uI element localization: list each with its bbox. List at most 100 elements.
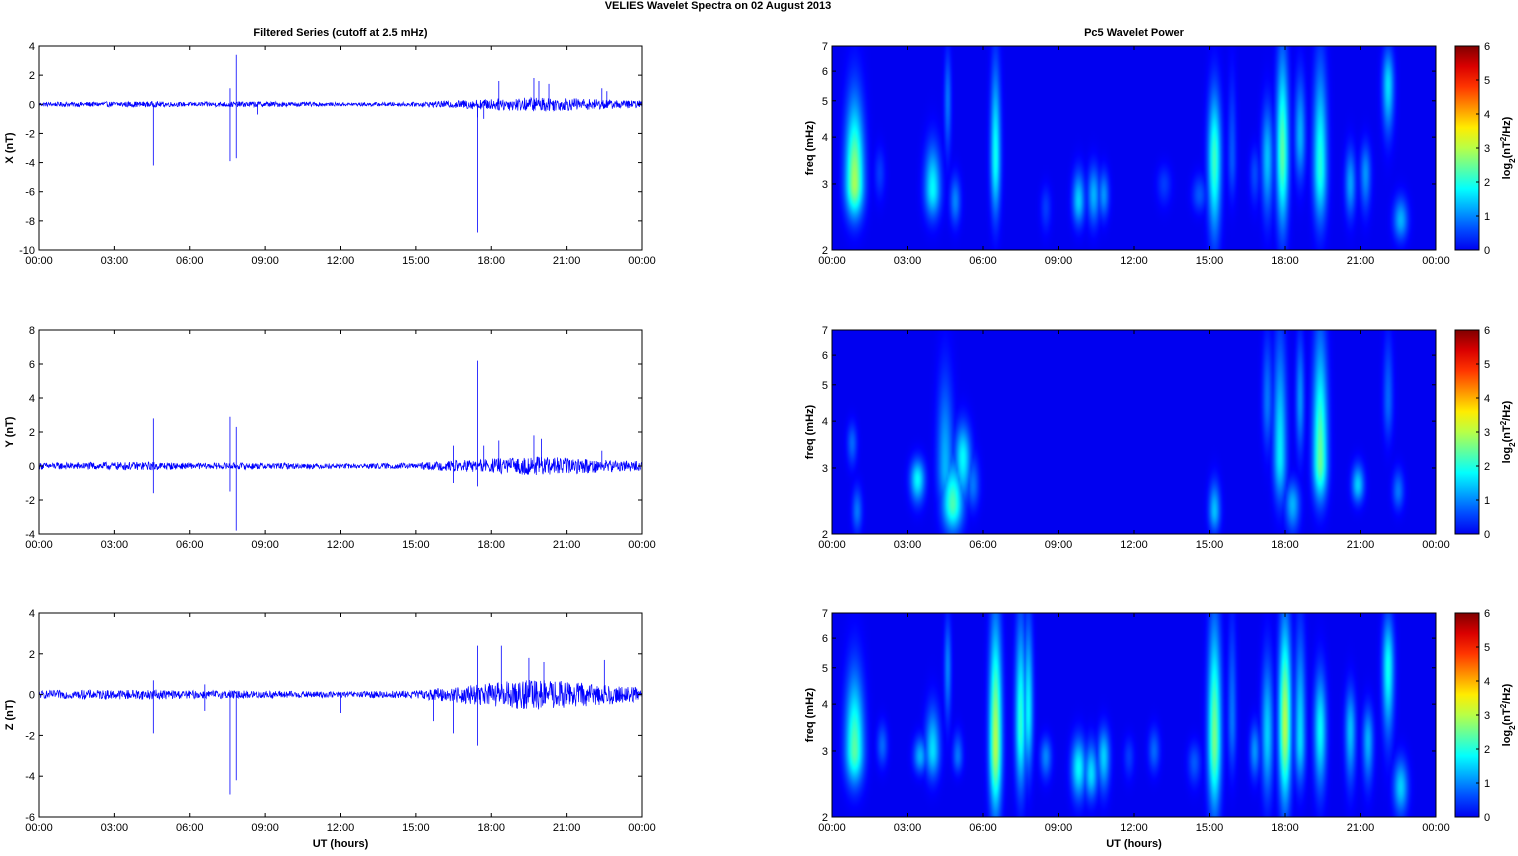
wavelet-x-xtick-label: 15:00 [1196, 255, 1224, 267]
filtered-x-xtick-label: 03:00 [101, 255, 129, 267]
wavelet-x-ytick-label: 5 [822, 96, 828, 108]
wavelet-y-colorbar-label: log2(nT2/Hz) [1499, 400, 1517, 463]
wavelet-z-heatmap-image [832, 613, 1436, 817]
wavelet-z-colorbar-tick-label: 1 [1484, 778, 1490, 790]
filtered-x-xtick-label: 00:00 [25, 255, 53, 267]
filtered-y-ytick-label: 6 [29, 359, 35, 371]
filtered-x-ytick-label: -4 [25, 158, 35, 170]
filtered-y-xtick-label: 00:00 [25, 539, 53, 551]
wavelet-x-xtick-label: 18:00 [1271, 255, 1299, 267]
filtered-x-ytick-label: 0 [29, 99, 35, 111]
wavelet-x-xtick-label: 12:00 [1120, 255, 1148, 267]
wavelet-z-xtick-label: 12:00 [1120, 822, 1148, 834]
wavelet-z-colorbar-tick-label: 3 [1484, 710, 1490, 722]
wavelet-z-xtick-label: 21:00 [1347, 822, 1375, 834]
filtered-y-ytick-label: 2 [29, 427, 35, 439]
wavelet-x-colorbar-tick-label: 3 [1484, 143, 1490, 155]
wavelet-x-colorbar-tick-label: 5 [1484, 75, 1490, 87]
wavelet-z-colorbar-tick-label: 0 [1484, 812, 1490, 824]
filtered-y-ytick-label: 8 [29, 325, 35, 337]
filtered-x-xtick-label: 09:00 [251, 255, 279, 267]
wavelet-y-xtick-label: 15:00 [1196, 539, 1224, 551]
wavelet-z-xtick-label: 00:00 [1422, 822, 1450, 834]
wavelet-z-colorbar: 6543210log2(nT2/Hz) [1455, 608, 1517, 824]
wavelet-z-colorbar-tick-label: 5 [1484, 642, 1490, 654]
wavelet-z-ytick-label: 7 [822, 608, 828, 620]
wavelet-z-ytick-label: 5 [822, 663, 828, 675]
wavelet-y-colorbar-tick-label: 4 [1484, 393, 1490, 405]
filtered-y-xtick-label: 12:00 [327, 539, 355, 551]
wavelet-z-colorbar-label: log2(nT2/Hz) [1499, 683, 1517, 746]
wavelet-z-xtick-label: 15:00 [1196, 822, 1224, 834]
filtered-x-xtick-label: 00:00 [628, 255, 656, 267]
wavelet-x-xtick-label: 21:00 [1347, 255, 1375, 267]
wavelet-z-xtick-label: 06:00 [969, 822, 997, 834]
wavelet-z-colorbar-tick-label: 4 [1484, 676, 1490, 688]
wavelet-y-heatmap-image [832, 330, 1436, 534]
wavelet-y-ytick-label: 7 [822, 325, 828, 337]
filtered-x-ylabel: X (nT) [4, 132, 16, 163]
filtered-x-xtick-label: 12:00 [327, 255, 355, 267]
wavelet-y-colorbar: 6 5 4 3 2 1 0 log2(nT2/Hz) [1455, 325, 1517, 541]
filtered-y-panel: 8 6 4 2 0 -2 -4 Y (nT) [4, 325, 642, 541]
wavelet-x-xtick-label: 00:00 [1422, 255, 1450, 267]
filtered-z-xtick-label: 18:00 [477, 822, 505, 834]
wavelet-x-colorbar-tick-label: 2 [1484, 177, 1490, 189]
wavelet-x-heatmap-image [832, 46, 1436, 250]
wavelet-x-ytick-label: 7 [822, 41, 828, 53]
filtered-y-xtick-label: 21:00 [553, 539, 581, 551]
wavelet-x-ytick-label: 3 [822, 179, 828, 191]
wavelet-y-colorbar-tick-label: 0 [1484, 529, 1490, 541]
wavelet-x-ylabel: freq (mHz) [804, 120, 816, 175]
wavelet-y-ytick-label: 3 [822, 463, 828, 475]
filtered-x-ytick-label: -6 [25, 187, 35, 199]
wavelet-y-panel: 7 6 5 4 3 2 freq (mHz) 6 5 4 3 2 1 0 log2(nT2/Hz) [804, 325, 1517, 541]
filtered-x-ytick-label: 4 [29, 41, 35, 53]
filtered-y-ytick-label: 4 [29, 393, 35, 405]
wavelet-z-xtick-label: 18:00 [1271, 822, 1299, 834]
filtered-y-xtick-label: 09:00 [251, 539, 279, 551]
wavelet-x-colorbar-tick-label: 4 [1484, 109, 1490, 121]
wavelet-x-title: Pc5 Wavelet Power [1084, 27, 1185, 39]
wavelet-y-colorbar-bar [1455, 330, 1479, 534]
wavelet-x-xtick-label: 06:00 [969, 255, 997, 267]
filtered-x-title: Filtered Series (cutoff at 2.5 mHz) [253, 27, 428, 39]
wavelet-y-colorbar-tick-label: 3 [1484, 427, 1490, 439]
wavelet-z-ytick-label: 6 [822, 633, 828, 645]
filtered-y-ytick-label: -2 [25, 495, 35, 507]
wavelet-y-colorbar-tick-label: 1 [1484, 495, 1490, 507]
wavelet-y-xtick-label: 09:00 [1045, 539, 1073, 551]
wavelet-x-ytick-label: 6 [822, 66, 828, 78]
wavelet-x-xtick-label: 00:00 [818, 255, 846, 267]
filtered-z-panel: 420-2-4-6Z (nT)UT (hours) [4, 608, 642, 850]
wavelet-z-panel: 7 6 5 4 3 2 freq (mHz) UT (hours) 6 5 4 3 2 1 0 log2(nT… [804, 608, 1517, 850]
wavelet-y-ytick-label: 6 [822, 350, 828, 362]
filtered-z-xtick-label: 03:00 [101, 822, 129, 834]
filtered-z-xtick-label: 12:00 [327, 822, 355, 834]
wavelet-x-colorbar-tick-label: 1 [1484, 211, 1490, 223]
wavelet-y-colorbar-tick-label: 6 [1484, 325, 1490, 337]
filtered-z-plot-area [39, 613, 642, 817]
filtered-y-plot-area [39, 330, 642, 534]
wavelet-x-colorbar: 6 5 4 3 2 1 0 log2(nT2/Hz) [1455, 41, 1517, 257]
filtered-z-xtick-label: 15:00 [402, 822, 430, 834]
filtered-y-xtick-label: 18:00 [477, 539, 505, 551]
wavelet-y-ylabel: freq (mHz) [804, 404, 816, 459]
filtered-x-xtick-label: 18:00 [477, 255, 505, 267]
wavelet-y-ytick-label: 4 [822, 416, 828, 428]
filtered-z-ytick-label: -4 [25, 771, 35, 783]
wavelet-z-ytick-label: 4 [822, 699, 828, 711]
wavelet-x-panel: 765432freq (mHz)Pc5 Wavelet Power6543210… [804, 27, 1517, 257]
filtered-z-xtick-label: 06:00 [176, 822, 204, 834]
wavelet-x-xtick-label: 09:00 [1045, 255, 1073, 267]
filtered-z-xtick-label: 00:00 [628, 822, 656, 834]
wavelet-y-ytick-label: 5 [822, 380, 828, 392]
filtered-y-xtick-label: 03:00 [101, 539, 129, 551]
wavelet-y-xtick-label: 03:00 [894, 539, 922, 551]
filtered-z-xtick-label: 21:00 [553, 822, 581, 834]
filtered-z-xtick-label: 00:00 [25, 822, 53, 834]
filtered-y-ylabel: Y (nT) [4, 416, 16, 447]
filtered-x-ytick-label: 2 [29, 70, 35, 82]
